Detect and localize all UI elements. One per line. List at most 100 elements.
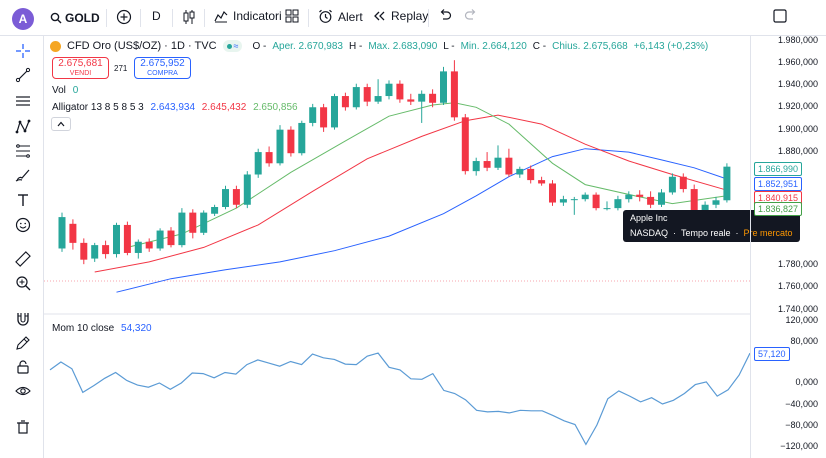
candle-body — [385, 83, 393, 97]
draw-mode-tool[interactable] — [14, 334, 32, 352]
search-icon — [50, 12, 62, 24]
candle-body — [363, 87, 371, 102]
text-tool[interactable] — [14, 191, 32, 209]
buy-button[interactable]: 2.675,952 COMPRA — [134, 57, 191, 79]
price-tick: 1.960,000 — [777, 57, 818, 67]
user-avatar[interactable]: A — [12, 8, 34, 30]
undo-button[interactable] — [438, 9, 452, 21]
brush-tool[interactable] — [14, 166, 32, 184]
price-tick: 1.940,000 — [777, 79, 818, 89]
text-icon — [18, 194, 28, 206]
candle-body — [265, 152, 273, 164]
toolbar-divider — [204, 9, 205, 27]
drawing-toolbar — [0, 36, 44, 458]
horizontal-lines-icon — [16, 96, 30, 106]
interval-button[interactable]: D — [152, 9, 161, 23]
main-legend: CFD Oro (US$/OZ) · 1D · TVC ≈ O - Aper. … — [50, 40, 708, 52]
layouts-button[interactable] — [285, 9, 299, 23]
measure-tool[interactable] — [14, 250, 32, 268]
candle-body — [679, 176, 687, 190]
momentum-tag: 57,120 — [754, 347, 790, 361]
candle-body — [91, 245, 99, 259]
horizontal-lines-tool[interactable] — [14, 92, 32, 110]
grid-icon — [285, 9, 299, 23]
indicators-label: Indicatori — [233, 9, 282, 23]
candle-body — [309, 107, 317, 123]
chart-type-button[interactable] — [182, 9, 196, 25]
candle-body — [647, 196, 655, 205]
volume-legend[interactable]: Vol 0 — [52, 85, 78, 96]
candle-body — [407, 99, 415, 102]
symbol-title[interactable]: CFD Oro (US$/OZ) · 1D · TVC — [67, 40, 217, 52]
candle-body — [701, 204, 709, 211]
sell-button[interactable]: 2.675,681 VENDI — [52, 57, 109, 79]
pattern-tool[interactable] — [14, 118, 32, 136]
candle-body — [396, 83, 404, 100]
symbol-search-button[interactable]: GOLD — [50, 11, 100, 25]
replay-button[interactable]: Replay — [372, 9, 428, 23]
eye-icon — [15, 386, 31, 396]
tooltip-name: Apple Inc — [630, 213, 668, 223]
candle-body — [189, 212, 197, 233]
candle-body — [58, 217, 66, 249]
smiley-icon — [15, 217, 31, 233]
alligator-legend[interactable]: Alligator 13 8 5 8 5 3 2.643,934 2.645,4… — [52, 102, 298, 113]
candle-body — [374, 96, 382, 102]
ohlc-close-value: Chius. 2.675,668 — [552, 40, 628, 52]
alligator-jaw-line — [116, 148, 728, 293]
momentum-label: Mom 10 close — [52, 323, 115, 334]
gold-logo-icon — [50, 40, 61, 52]
alert-button[interactable]: Alert — [318, 9, 363, 24]
lock-icon — [17, 360, 29, 374]
redo-button[interactable] — [464, 9, 478, 21]
price-chart[interactable] — [44, 36, 750, 458]
crosshair-tool[interactable] — [14, 42, 32, 60]
candle-body — [483, 161, 491, 168]
price-tick: 1.920,000 — [777, 101, 818, 111]
candle-body — [232, 189, 240, 205]
fibonacci-tool[interactable] — [14, 142, 32, 160]
tooltip-status: Pre mercato — [743, 228, 793, 238]
toolbar-divider — [428, 9, 429, 27]
zoom-tool[interactable] — [14, 274, 32, 292]
tooltip-mode: Tempo reale — [681, 228, 731, 238]
ohlc-open-label: O - — [252, 40, 267, 52]
candle-body — [243, 174, 251, 205]
tooltip-separator: · — [673, 228, 677, 238]
toolbar-divider — [308, 9, 309, 27]
candle-body — [516, 168, 524, 175]
candle-body — [134, 241, 142, 253]
price-axis[interactable]: 1.980,000 1.960,000 1.940,000 1.920,000 … — [750, 35, 826, 458]
candle-body — [276, 129, 284, 164]
candle-body — [320, 107, 328, 128]
momentum-legend[interactable]: Mom 10 close 54,320 — [52, 323, 152, 334]
candle-body — [331, 96, 338, 128]
momentum-tick: 0,000 — [795, 377, 818, 387]
candle-body — [494, 157, 502, 168]
magnet-tool[interactable] — [14, 310, 32, 328]
zoom-in-icon — [16, 276, 31, 291]
delete-tool[interactable] — [14, 418, 32, 436]
momentum-tick: −120,000 — [780, 441, 818, 451]
candle-body — [113, 224, 120, 255]
undo-icon — [440, 9, 452, 20]
lock-tool[interactable] — [14, 358, 32, 376]
price-tick: 1.980,000 — [777, 35, 818, 45]
momentum-line — [49, 352, 750, 446]
symbol-tooltip: Apple Inc NASDAQ · Tempo reale · Pre mer… — [623, 210, 800, 242]
emoji-tool[interactable] — [14, 216, 32, 234]
fullscreen-button[interactable] — [773, 9, 787, 23]
add-symbol-button[interactable] — [116, 9, 132, 25]
momentum-tick: 120,000 — [785, 315, 818, 325]
collapse-legend-button[interactable] — [51, 117, 71, 131]
price-change: +6,143 (+0,23%) — [633, 40, 709, 52]
trash-icon — [17, 420, 29, 434]
visibility-tool[interactable] — [14, 382, 32, 400]
trendline-tool[interactable] — [14, 66, 32, 84]
candle-body — [352, 87, 360, 108]
indicators-button[interactable]: Indicatori — [214, 9, 282, 23]
market-status-badge[interactable]: ≈ — [222, 40, 243, 52]
candle-body — [211, 207, 219, 214]
candle-body — [527, 168, 535, 181]
symbol-label: GOLD — [65, 11, 100, 25]
